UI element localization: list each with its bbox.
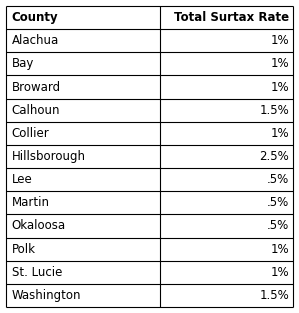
Text: 1%: 1% — [270, 34, 289, 47]
Text: St. Lucie: St. Lucie — [11, 266, 62, 279]
Text: Lee: Lee — [11, 173, 32, 186]
Text: Polk: Polk — [11, 243, 36, 256]
Text: Collier: Collier — [11, 127, 49, 140]
Text: 1%: 1% — [270, 127, 289, 140]
Text: .5%: .5% — [267, 173, 289, 186]
Text: 1%: 1% — [270, 57, 289, 70]
Text: County: County — [11, 11, 58, 24]
Text: Alachua: Alachua — [11, 34, 59, 47]
Text: .5%: .5% — [267, 196, 289, 209]
Text: Calhoun: Calhoun — [11, 104, 60, 117]
Text: 2.5%: 2.5% — [259, 150, 289, 163]
Text: 1%: 1% — [270, 243, 289, 256]
Text: Bay: Bay — [11, 57, 34, 70]
Text: Martin: Martin — [11, 196, 50, 209]
Text: 1.5%: 1.5% — [259, 104, 289, 117]
Text: Broward: Broward — [11, 80, 61, 94]
Text: 1.5%: 1.5% — [259, 289, 289, 302]
Text: 1%: 1% — [270, 266, 289, 279]
Text: Hillsborough: Hillsborough — [11, 150, 86, 163]
Text: Total Surtax Rate: Total Surtax Rate — [174, 11, 289, 24]
Text: 1%: 1% — [270, 80, 289, 94]
Text: Okaloosa: Okaloosa — [11, 219, 65, 233]
Text: .5%: .5% — [267, 219, 289, 233]
Text: Washington: Washington — [11, 289, 81, 302]
